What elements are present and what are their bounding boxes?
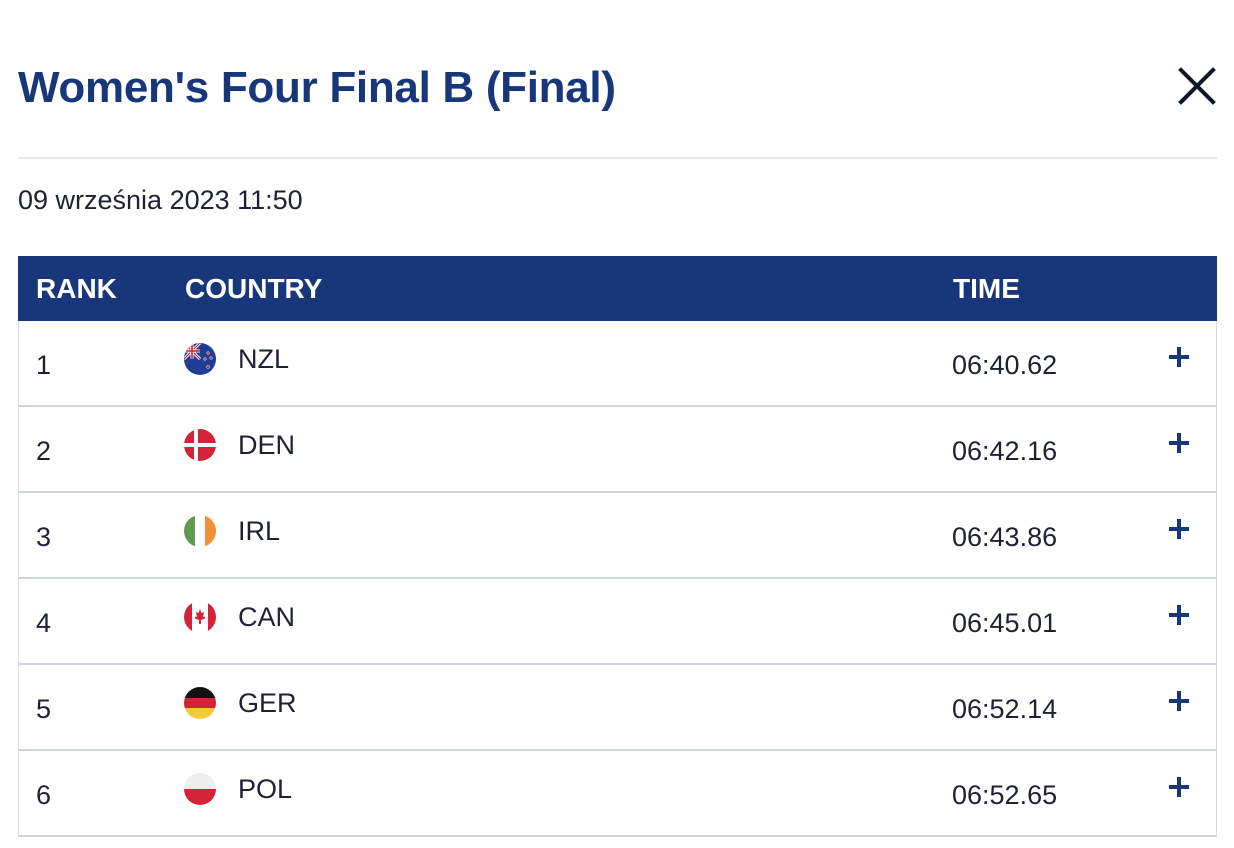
rank-cell: 1: [36, 350, 52, 380]
expand-row-button[interactable]: [1167, 345, 1191, 369]
time-cell: 06:40.62: [952, 350, 1058, 380]
table-row: 3 IRL 06:43.86: [18, 493, 1217, 579]
country-cell: POL: [238, 774, 293, 804]
header-rank: RANK: [36, 273, 117, 304]
header-divider: [18, 157, 1217, 159]
header-time: TIME: [953, 273, 1020, 304]
close-button[interactable]: [1177, 66, 1217, 106]
plus-icon: [1169, 347, 1189, 367]
country-cell: IRL: [238, 516, 281, 546]
table-row: 1 NZL 06:40.62: [18, 321, 1217, 407]
plus-icon: [1169, 433, 1189, 453]
close-icon: [1178, 67, 1216, 105]
table-row: 5 GER 06:52.14: [18, 665, 1217, 751]
flag-irl-icon: [184, 515, 216, 547]
flag-pol-icon: [184, 773, 216, 805]
rank-cell: 5: [36, 694, 52, 724]
modal-title: Women's Four Final B (Final): [18, 63, 616, 112]
country-cell: DEN: [238, 430, 296, 460]
expand-row-button[interactable]: [1167, 689, 1191, 713]
plus-icon: [1169, 691, 1189, 711]
event-datetime: 09 września 2023 11:50: [18, 185, 303, 215]
table-row: 2 DEN 06:42.16: [18, 407, 1217, 493]
header-country: COUNTRY: [185, 273, 323, 304]
expand-row-button[interactable]: [1167, 431, 1191, 455]
time-cell: 06:42.16: [952, 436, 1058, 466]
time-cell: 06:43.86: [952, 522, 1058, 552]
rank-cell: 4: [36, 608, 52, 638]
plus-icon: [1169, 777, 1189, 797]
flag-nzl-icon: [184, 343, 216, 375]
results-table: RANK COUNTRY TIME 1: [18, 256, 1217, 837]
time-cell: 06:52.14: [952, 694, 1058, 724]
rank-cell: 3: [36, 522, 52, 552]
flag-can-icon: [184, 601, 216, 633]
plus-icon: [1169, 519, 1189, 539]
rank-cell: 2: [36, 436, 52, 466]
country-cell: NZL: [238, 344, 290, 374]
rank-cell: 6: [36, 780, 52, 810]
flag-ger-icon: [184, 687, 216, 719]
time-cell: 06:45.01: [952, 608, 1058, 638]
country-cell: CAN: [238, 602, 296, 632]
country-cell: GER: [238, 688, 297, 718]
time-cell: 06:52.65: [952, 780, 1058, 810]
table-row: 6 POL 06:52.65: [18, 751, 1217, 837]
flag-den-icon: [184, 429, 216, 461]
expand-row-button[interactable]: [1167, 603, 1191, 627]
expand-row-button[interactable]: [1167, 517, 1191, 541]
table-row: 4 CAN 06:45.01: [18, 579, 1217, 665]
expand-row-button[interactable]: [1167, 775, 1191, 799]
plus-icon: [1169, 605, 1189, 625]
table-header: RANK COUNTRY TIME: [18, 256, 1217, 321]
modal-header: Women's Four Final B (Final): [18, 58, 1217, 118]
